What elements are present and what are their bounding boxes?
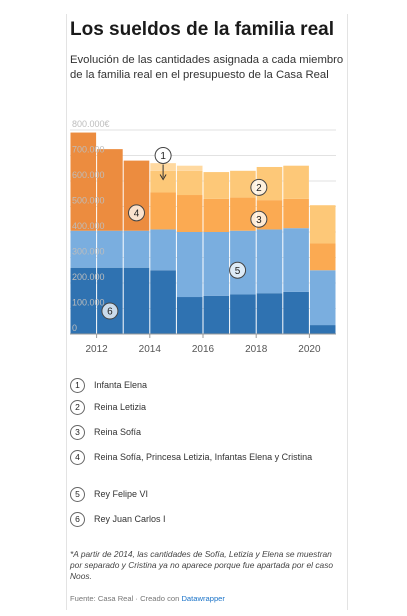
- y-tick-label: 700.000: [72, 145, 105, 155]
- footnote: *A partir de 2014, las cantidades de Sof…: [70, 549, 334, 581]
- legend-item: 3 Reina Sofía: [70, 425, 342, 450]
- y-tick-label: 800.000€: [72, 120, 110, 129]
- legend-label: Rey Juan Carlos I: [94, 514, 166, 524]
- area-segment-2: [150, 170, 176, 193]
- annotation-circle-1: [154, 147, 172, 164]
- y-tick-label: 300.000: [72, 247, 105, 257]
- legend-number-badge: 5: [70, 487, 85, 502]
- legend-item: 1 Infanta Elena: [70, 378, 342, 400]
- area-segment-6: [256, 293, 283, 334]
- stacked-area-chart: 800.000€ 700.000 600.000 500.000 400.000 300.…: [70, 120, 336, 355]
- y-tick-label: 500.000: [72, 196, 105, 206]
- area-segment-4: [97, 149, 123, 231]
- area-segment-2: [283, 165, 309, 199]
- area-segment-6: [97, 267, 123, 334]
- chart-title: Los sueldos de la familia real: [70, 19, 334, 40]
- annotation-label-6: 6: [107, 307, 113, 318]
- area-segment-4: [70, 132, 97, 231]
- x-tick-label: 2018: [245, 344, 268, 355]
- chart-subtitle: Evolución de las cantidades asignada a c…: [70, 54, 344, 81]
- annotation-circle-4: [128, 204, 145, 222]
- legend-number-badge: 4: [70, 450, 85, 465]
- area-segment-5: [309, 270, 336, 326]
- area-segment-5: [150, 229, 176, 271]
- annotation-circle-3: [250, 210, 268, 228]
- annotation-circle-6: [101, 302, 119, 320]
- legend: 1 Infanta Elena 2 Reina Letizia 3 Reina …: [70, 378, 342, 537]
- area-segment-3: [203, 198, 230, 232]
- area-segment-6: [150, 270, 176, 334]
- legend-label: Infanta Elena: [94, 380, 148, 390]
- annotation-label-2: 2: [256, 183, 262, 194]
- legend-number-badge: 1: [70, 378, 85, 393]
- area-segment-3: [176, 195, 203, 232]
- area-segment-6: [203, 295, 230, 334]
- annotation-arrowhead: [159, 174, 167, 181]
- area-segment-3: [309, 243, 336, 271]
- area-segment-6: [123, 267, 150, 334]
- area-segment-2: [176, 170, 203, 196]
- datawrapper-link[interactable]: Datawrapper: [181, 594, 225, 603]
- area-segment-6: [283, 291, 309, 334]
- legend-item: 4 Reina Sofía, Princesa Letizia, Infanta…: [70, 450, 342, 487]
- y-tick-label: 600.000: [72, 170, 105, 180]
- x-tick-label: 2014: [139, 344, 162, 355]
- legend-number-badge: 2: [70, 400, 85, 415]
- source-line: Fuente: Casa Real · Creado con Datawrapp…: [70, 594, 225, 603]
- legend-item: 5 Rey Felipe VI: [70, 487, 342, 512]
- y-tick-label: 0: [72, 323, 77, 333]
- legend-number-badge: 6: [70, 512, 85, 527]
- annotation-label-3: 3: [256, 215, 262, 226]
- area-segment-3: [150, 192, 176, 230]
- y-tick-label: 400.000: [72, 221, 105, 231]
- area-segment-6: [230, 294, 256, 334]
- area-segment-5: [123, 230, 150, 268]
- area-segment-6: [70, 267, 97, 334]
- area-segment-1: [176, 165, 203, 171]
- area-segment-5: [176, 232, 203, 298]
- legend-label: Rey Felipe VI: [94, 489, 149, 499]
- area-segment-3: [230, 197, 256, 231]
- area-segment-5: [256, 229, 283, 294]
- legend-item: 6 Rey Juan Carlos I: [70, 512, 342, 537]
- annotation-circle-5: [229, 261, 247, 279]
- x-tick-label: 2020: [298, 344, 321, 355]
- y-tick-label: 200.000: [72, 272, 105, 282]
- y-tick-label: 100.000: [72, 298, 105, 308]
- area-segment-5: [70, 230, 97, 268]
- area-segment-6: [176, 297, 203, 334]
- legend-number-badge: 3: [70, 425, 85, 440]
- area-segment-5: [203, 232, 230, 296]
- legend-item: 2 Reina Letizia: [70, 400, 342, 425]
- area-segment-2: [309, 205, 336, 244]
- area-segment-5: [97, 230, 123, 268]
- area-segment-3: [283, 198, 309, 229]
- legend-label: Reina Letizia: [94, 402, 147, 412]
- annotation-label-4: 4: [134, 208, 140, 219]
- chart-card: [66, 14, 348, 610]
- legend-label: Reina Sofía, Princesa Letizia, Infantas …: [94, 452, 313, 462]
- area-segment-6: [309, 325, 336, 334]
- area-segment-5: [283, 228, 309, 292]
- legend-label: Reina Sofía: [94, 427, 142, 437]
- source-text: Fuente: Casa Real · Creado con: [70, 594, 180, 603]
- annotation-label-5: 5: [235, 266, 241, 277]
- area-segment-2: [203, 172, 230, 199]
- x-tick-label: 2012: [85, 344, 108, 355]
- annotation-label-1: 1: [160, 151, 166, 162]
- x-tick-label: 2016: [192, 344, 215, 355]
- annotation-circle-2: [250, 178, 268, 196]
